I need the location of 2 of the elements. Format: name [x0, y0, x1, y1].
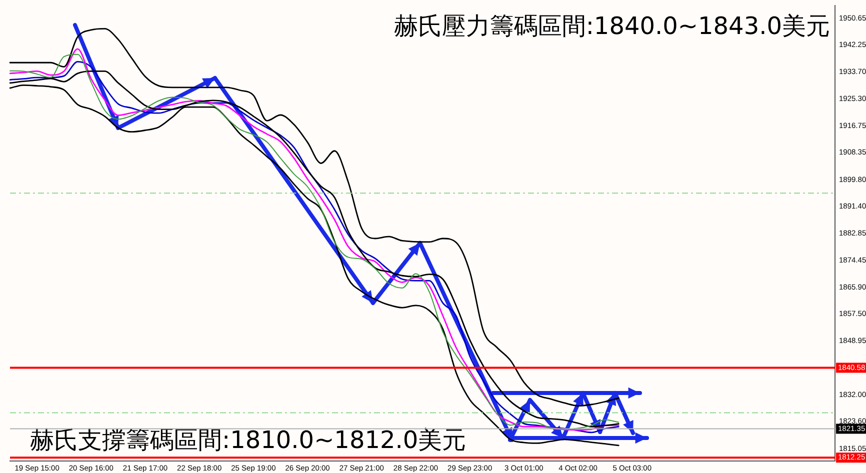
annotation: 赫氏壓力籌碼區間:1840.0~1843.0美元: [394, 11, 830, 42]
annotation: 赫氏支撐籌碼區間:1810.0~1812.0美元: [30, 425, 466, 456]
